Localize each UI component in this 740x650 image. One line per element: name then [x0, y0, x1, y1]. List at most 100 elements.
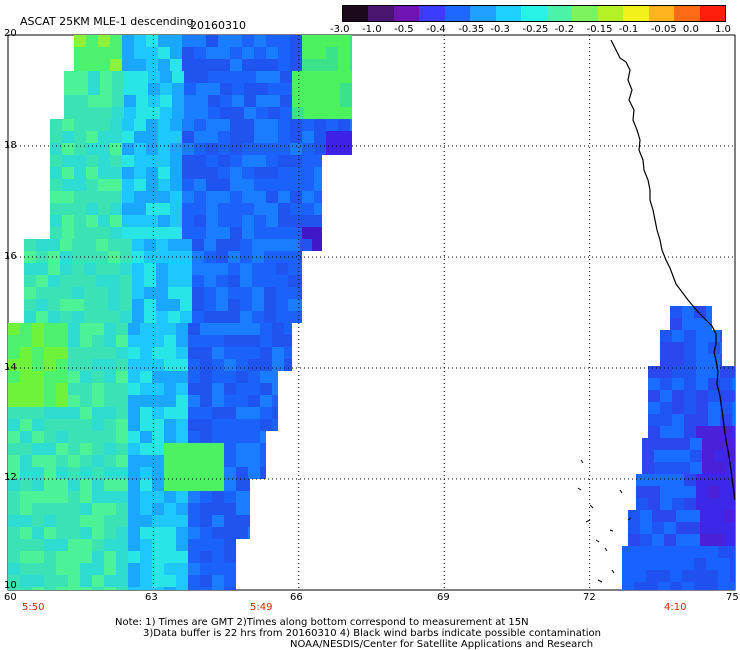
wind-cell: [326, 35, 338, 47]
wind-cell: [86, 143, 98, 155]
wind-cell: [176, 347, 188, 359]
wind-cell: [76, 71, 88, 83]
wind-cell: [232, 83, 244, 95]
wind-cell: [36, 287, 48, 299]
wind-cell: [316, 83, 328, 95]
wind-cell: [32, 527, 44, 539]
wind-cell: [684, 354, 696, 366]
wind-cell: [72, 311, 84, 323]
wind-cell: [164, 407, 176, 419]
wind-cell: [708, 390, 720, 402]
wind-cell: [50, 167, 62, 179]
wind-cell: [220, 95, 232, 107]
wind-cell: [302, 227, 314, 239]
colorbar-swatch: [393, 6, 420, 21]
wind-cell: [80, 515, 92, 527]
wind-cell: [350, 119, 352, 131]
wind-cell: [176, 491, 188, 503]
wind-cell: [44, 323, 56, 335]
wind-cell: [136, 83, 148, 95]
wind-cell: [104, 335, 116, 347]
wind-cell: [20, 323, 32, 335]
wind-cell: [20, 455, 32, 467]
wind-cell: [672, 474, 684, 486]
lon-tick-75: 75: [726, 592, 739, 603]
wind-cell: [56, 407, 68, 419]
wind-cell: [242, 179, 254, 191]
wind-cell: [48, 275, 60, 287]
wind-cell: [140, 491, 152, 503]
wind-cell: [272, 359, 284, 371]
wind-cell: [176, 515, 188, 527]
wind-cell: [224, 419, 236, 431]
wind-cell: [182, 191, 194, 203]
wind-cell: [170, 59, 182, 71]
wind-cell: [128, 575, 140, 587]
wind-cell: [212, 575, 224, 587]
wind-cell: [44, 587, 56, 590]
wind-cell: [188, 371, 200, 383]
wind-cell: [152, 587, 164, 590]
wind-cell: [20, 527, 32, 539]
wind-cell: [158, 191, 170, 203]
wind-cell: [664, 522, 676, 534]
wind-cell: [242, 215, 254, 227]
wind-cell: [56, 527, 68, 539]
wind-cell: [140, 563, 152, 575]
lat-tick-10: 10: [4, 580, 17, 591]
wind-cell: [8, 419, 20, 431]
wind-cell: [200, 347, 212, 359]
wind-cell: [326, 59, 338, 71]
wind-cell: [92, 491, 104, 503]
wind-cell: [160, 71, 172, 83]
wind-cell: [140, 575, 152, 587]
wind-cell: [278, 143, 290, 155]
wind-cell: [216, 263, 228, 275]
wind-cell: [104, 407, 116, 419]
wind-cell: [116, 419, 128, 431]
wind-cell: [152, 371, 164, 383]
wind-cell: [670, 558, 682, 570]
wind-cell: [116, 347, 128, 359]
wind-cell: [720, 366, 732, 378]
wind-cell: [32, 515, 44, 527]
wind-cell: [128, 371, 140, 383]
wind-cell: [152, 431, 164, 443]
wind-cell: [144, 275, 156, 287]
wind-cell: [292, 83, 304, 95]
wind-cell: [170, 155, 182, 167]
wind-cell: [56, 359, 68, 371]
wind-cell: [654, 438, 666, 450]
wind-cell: [708, 402, 720, 414]
wind-cell: [254, 35, 266, 47]
wind-cell: [92, 575, 104, 587]
wind-cell: [230, 167, 242, 179]
wind-cell: [8, 455, 20, 467]
wind-cell: [158, 143, 170, 155]
wind-cell: [228, 251, 240, 263]
wind-cell: [74, 227, 86, 239]
wind-cell: [24, 287, 36, 299]
colorbar-swatch: [546, 6, 573, 21]
wind-cell: [56, 371, 68, 383]
wind-cell: [146, 35, 158, 47]
wind-cell: [236, 335, 248, 347]
wind-cell: [314, 155, 322, 167]
wind-cell: [218, 203, 230, 215]
wind-cell: [664, 534, 676, 546]
wind-cell: [110, 143, 122, 155]
wind-cell: [56, 491, 68, 503]
wind-cell: [264, 287, 276, 299]
wind-cell: [180, 275, 192, 287]
wind-cell: [268, 83, 280, 95]
wind-cell: [72, 239, 84, 251]
wind-cell: [678, 438, 690, 450]
colorbar-label: -1.0: [362, 24, 382, 35]
wind-cell: [326, 143, 338, 155]
wind-cell: [660, 366, 672, 378]
wind-cell: [20, 347, 32, 359]
lon-tick-60: 60: [4, 592, 17, 603]
wind-cell: [230, 227, 242, 239]
wind-cell: [718, 570, 730, 582]
wind-cell: [146, 179, 158, 191]
